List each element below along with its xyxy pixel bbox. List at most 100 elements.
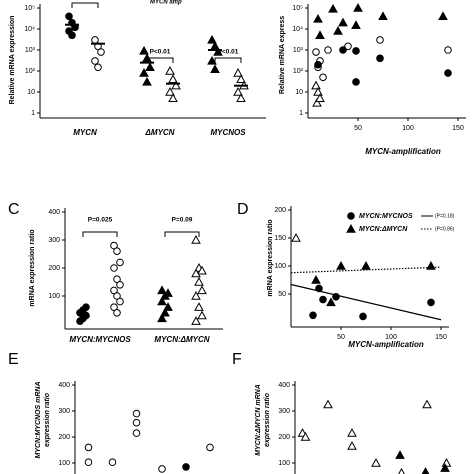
point: [339, 46, 347, 54]
y-tick-label: 10⁴: [24, 26, 35, 33]
x-tick-label: 150: [452, 125, 464, 132]
x-tick-label: 100: [385, 334, 397, 341]
y-tick-label: 1: [299, 110, 303, 117]
annotation: P<0.01: [150, 49, 171, 56]
point: [352, 47, 360, 55]
point: [351, 20, 361, 30]
point: [398, 467, 405, 474]
point: [328, 3, 338, 13]
y-tick-label: 400: [48, 209, 60, 216]
point: [163, 302, 173, 311]
y-tick-label: 300: [58, 408, 70, 415]
point: [314, 60, 322, 69]
y-tick-label: 10: [27, 89, 35, 96]
point: [110, 264, 118, 272]
point: [206, 443, 214, 452]
legend-note: (P=0.86): [435, 226, 455, 232]
y-tick-label: 10⁵: [292, 5, 303, 12]
point: [116, 297, 124, 306]
point: [157, 313, 167, 323]
panel-letter: E: [8, 351, 19, 368]
point: [353, 2, 363, 12]
x-axis-label: MYCN-amplification: [365, 147, 441, 156]
point: [311, 80, 321, 90]
point: [324, 46, 332, 54]
point: [116, 258, 124, 267]
legend-marker: [347, 212, 355, 220]
point: [207, 55, 217, 65]
y-tick-label: 10⁵: [24, 5, 35, 12]
y-tick-label: 300: [48, 237, 60, 244]
point: [94, 63, 102, 72]
point: [139, 68, 149, 77]
point: [165, 86, 175, 96]
point: [191, 316, 201, 325]
bracket: [164, 231, 200, 237]
trend-line: [290, 266, 442, 274]
point: [132, 409, 141, 418]
point: [191, 268, 201, 278]
point: [438, 11, 448, 21]
point: [84, 458, 93, 467]
point: [426, 260, 436, 270]
x-tick-label: 100: [402, 125, 414, 132]
x-tick-label: 150: [435, 334, 447, 341]
point: [213, 47, 223, 56]
point: [376, 54, 384, 63]
point: [65, 12, 73, 21]
point: [197, 285, 207, 295]
point: [300, 431, 311, 441]
point: [168, 74, 178, 84]
point: [376, 36, 384, 44]
point: [347, 441, 357, 450]
x-tick-label: 50: [337, 334, 345, 341]
y-tick-label: 200: [58, 434, 70, 441]
y-axis-label: MYCN:ΔMYCN mRNA: [255, 384, 262, 456]
point: [422, 399, 432, 409]
point: [311, 274, 321, 284]
y-axis-label: mRNA expression ratio: [29, 229, 36, 306]
point: [359, 312, 367, 321]
point: [444, 46, 452, 54]
y-tick-label: 100: [278, 460, 290, 467]
point: [157, 285, 167, 295]
category-label: ΔMYCN: [145, 128, 175, 137]
point: [313, 13, 323, 23]
bracket: [146, 57, 174, 63]
point: [191, 290, 201, 300]
point: [236, 74, 246, 84]
category-label: MYCN: [73, 128, 97, 137]
point: [315, 284, 323, 293]
y-tick-label: 100: [48, 293, 60, 300]
annotation: P<0.01: [218, 49, 239, 56]
point: [68, 31, 76, 40]
y-tick-label: 10⁴: [292, 26, 303, 33]
bracket: [71, 2, 99, 8]
point: [352, 78, 360, 86]
point: [158, 465, 166, 473]
point: [197, 265, 207, 275]
point: [440, 463, 450, 472]
point: [309, 311, 317, 320]
y-tick-label: 50: [278, 291, 286, 298]
point: [171, 80, 181, 90]
y-tick-label: 100: [58, 460, 70, 467]
y-axis-label: expression ratio: [44, 392, 51, 447]
point: [191, 234, 201, 244]
point: [395, 450, 405, 459]
legend-label: MYCN:MYCNOS: [359, 213, 413, 220]
point: [378, 11, 388, 21]
y-tick-label: 200: [48, 265, 60, 272]
point: [194, 276, 204, 286]
point: [441, 457, 452, 467]
point: [160, 307, 170, 317]
legend-marker: [346, 223, 356, 233]
category-label: MYCN:MYCNOS: [69, 335, 131, 344]
point: [347, 428, 357, 437]
point: [82, 303, 90, 312]
point: [210, 64, 220, 74]
point: [91, 36, 99, 44]
category-label: MYCNOS: [210, 128, 246, 137]
point: [312, 48, 320, 56]
